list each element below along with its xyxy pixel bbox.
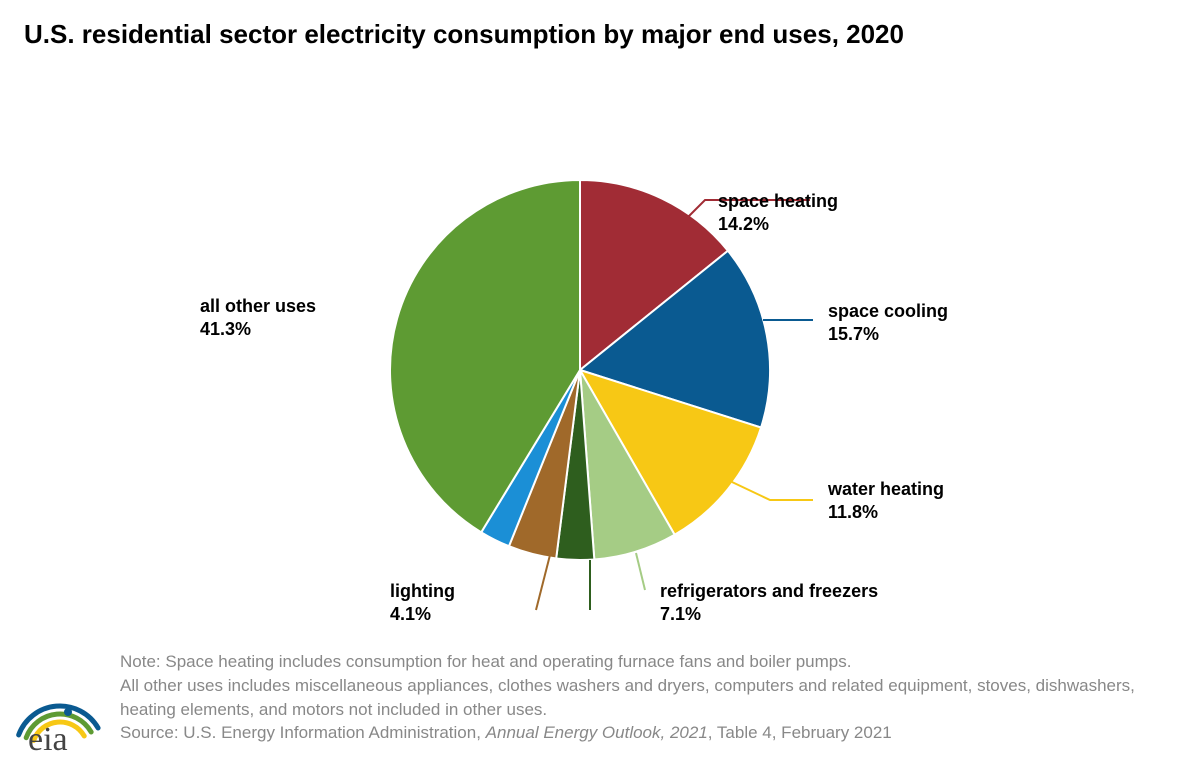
slice-label: refrigerators and freezers 7.1%: [660, 580, 878, 625]
slice-label: space heating 14.2%: [718, 190, 838, 235]
eia-logo: eia: [10, 690, 110, 770]
footer-note-1: Note: Space heating includes consumption…: [120, 650, 1180, 674]
leader-line: [536, 555, 550, 610]
footer-source: Source: U.S. Energy Information Administ…: [120, 721, 1180, 745]
leader-line: [636, 553, 645, 590]
slice-label: water heating 11.8%: [828, 478, 944, 523]
page: { "title": "U.S. residential sector elec…: [0, 0, 1200, 780]
leader-line: [732, 482, 813, 500]
footer-notes: Note: Space heating includes consumption…: [120, 650, 1180, 745]
eia-logo-dot: [64, 708, 72, 716]
slice-label: lighting 4.1%: [390, 580, 455, 625]
slice-label: all other uses 41.3%: [200, 295, 316, 340]
slice-label: space cooling 15.7%: [828, 300, 948, 345]
footer-source-prefix: Source: U.S. Energy Information Administ…: [120, 723, 486, 742]
footer-source-suffix: , Table 4, February 2021: [708, 723, 892, 742]
footer-source-italic: Annual Energy Outlook, 2021: [486, 723, 708, 742]
footer-note-2: All other uses includes miscellaneous ap…: [120, 674, 1180, 722]
eia-logo-text: eia: [28, 721, 68, 758]
